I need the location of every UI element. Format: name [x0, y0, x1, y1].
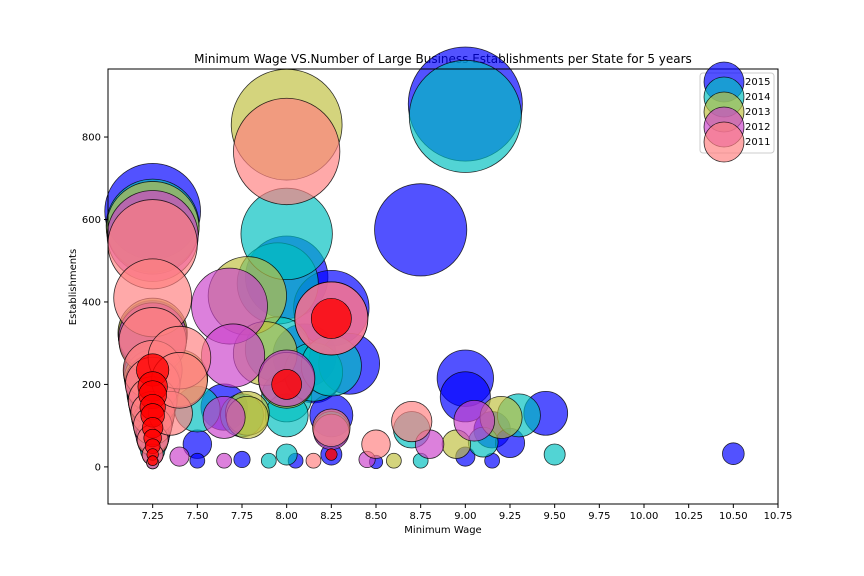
x-tick-label: 7.25 [142, 511, 164, 522]
x-tick-label: 9.75 [588, 511, 610, 522]
y-tick-label: 200 [82, 380, 101, 391]
point-2015-32 [722, 442, 745, 465]
x-axis-ticks: 7.25 7.50 7.75 8.00 8.25 8.50 8.75 9.00 9.25 9.50… [142, 504, 793, 522]
point-2014-16 [275, 443, 298, 466]
point-2015-13 [233, 450, 251, 469]
x-tick-label: 9.50 [544, 511, 566, 522]
x-tick-label: 10.00 [630, 511, 659, 522]
data-marks [104, 46, 745, 470]
legend-marker-2011 [703, 121, 745, 163]
y-tick-label: 600 [82, 215, 101, 226]
point-2014-22 [408, 59, 522, 173]
point-2012-7 [169, 446, 190, 467]
x-tick-label: 7.75 [231, 511, 253, 522]
x-tick-label: 9.00 [454, 511, 476, 522]
legend-label-2013: 2013 [745, 107, 770, 118]
x-tick-label: 8.00 [276, 511, 298, 522]
x-tick-label: 8.75 [410, 511, 432, 522]
x-tick-label: 9.25 [499, 511, 521, 522]
x-tick-label: 8.25 [320, 511, 342, 522]
y-axis-label: Establishments [68, 249, 79, 325]
point-2012-9 [202, 395, 246, 439]
point-2011-14 [233, 97, 341, 206]
overlay-point-9 [147, 455, 158, 467]
y-tick-label: 0 [95, 462, 101, 473]
point-2015-23 [374, 183, 468, 277]
point-2012-8 [216, 452, 232, 469]
overlay-point-12 [325, 448, 338, 461]
legend-label-2015: 2015 [745, 77, 770, 88]
legend-label-2012: 2012 [745, 122, 770, 133]
y-axis-ticks: 0 200 400 600 800 [82, 133, 108, 473]
legend-label-2014: 2014 [745, 92, 770, 103]
point-2012-17 [453, 399, 496, 442]
x-tick-label: 8.50 [365, 511, 387, 522]
point-2011-18 [361, 429, 391, 459]
point-2013-13 [386, 452, 402, 469]
y-tick-label: 800 [82, 133, 101, 144]
y-tick-label: 400 [82, 297, 101, 308]
x-tick-label: 10.25 [674, 511, 703, 522]
x-tick-label: 10.50 [719, 511, 748, 522]
overlay-point-10 [271, 369, 302, 400]
point-2015-11 [189, 452, 206, 469]
x-tick-label: 7.50 [186, 511, 208, 522]
x-axis-label: Minimum Wage [404, 525, 481, 536]
legend: 2015 2014 2013 2012 2011 [699, 61, 775, 163]
overlay-point-11 [310, 298, 352, 339]
x-tick-label: 10.75 [764, 511, 793, 522]
point-2011-19 [391, 400, 433, 443]
overlay-points [136, 298, 352, 467]
point-2014-25 [543, 443, 566, 466]
plot-area-frame [107, 68, 779, 505]
point-2014-10 [260, 452, 277, 469]
point-2011-15 [305, 452, 322, 469]
legend-label-2011: 2011 [745, 137, 770, 148]
point-2011-17 [312, 408, 351, 447]
